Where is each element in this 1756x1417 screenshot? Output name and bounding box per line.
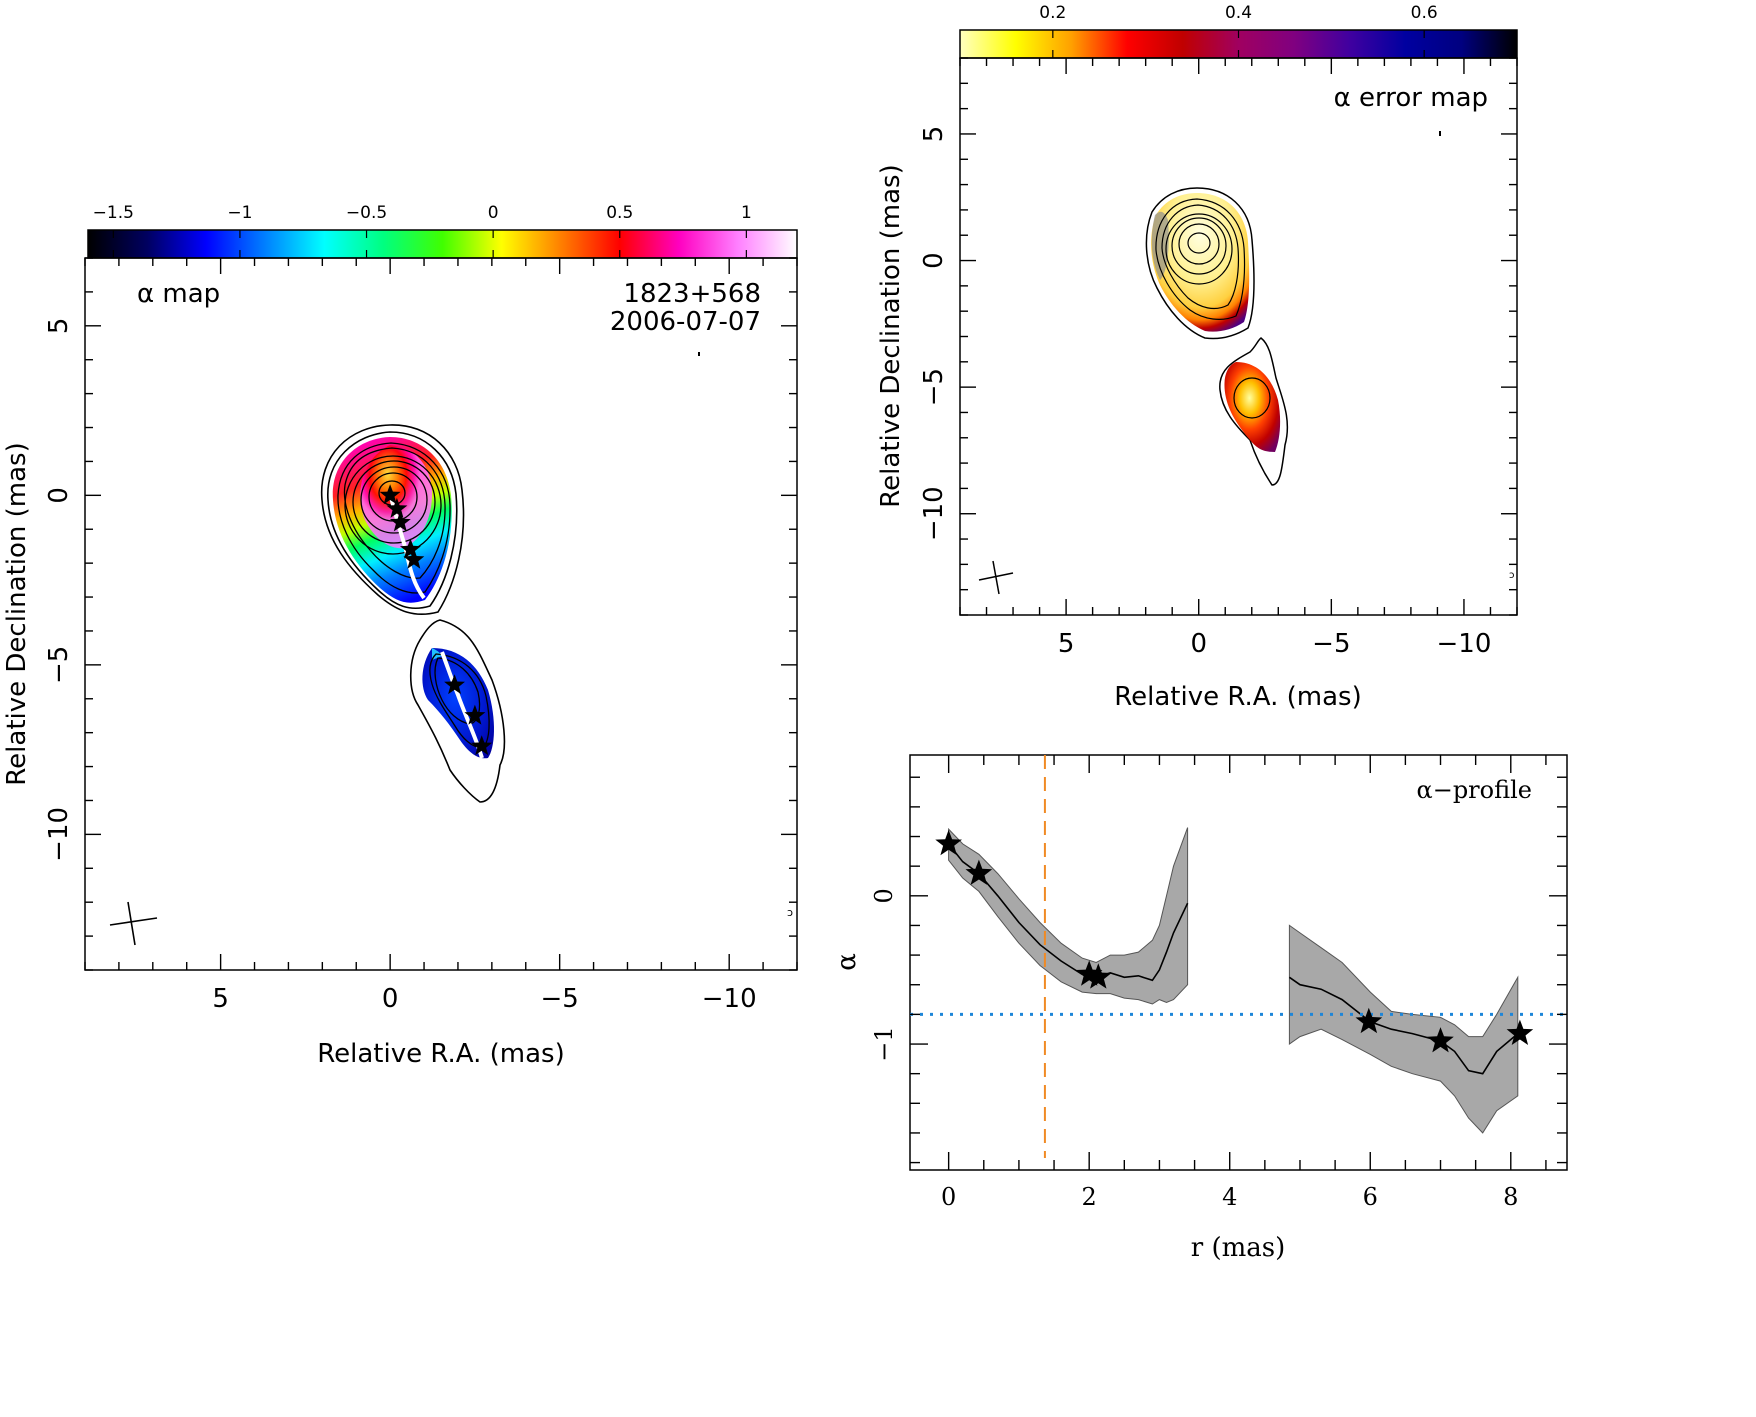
alpha-profile-ytick-label: 0 — [870, 888, 898, 903]
alpha-colorbar-tick-label: −1.5 — [93, 203, 134, 223]
alpha-map-outer-contours — [320, 424, 506, 803]
alpha-profile-title: α−profile — [1417, 776, 1533, 804]
alpha-map-panel: −1.5 −1 −0.5 0 0.5 1 5 0 −5 −10 5 0 −5 −10 — [2, 203, 798, 1069]
alpha-map-ytick-label: 5 — [44, 318, 74, 335]
alpha-profile-star — [1427, 1027, 1454, 1053]
alpha-profile-xlabel: r (mas) — [1191, 1233, 1285, 1263]
alpha-colorbar-tick-label: −1 — [227, 203, 252, 223]
alpha-error-map-panel: 0.2 0.4 0.6 5 0 −5 −10 5 0 −5 −10 ↄ α error map R… — [876, 3, 1518, 712]
alpha-profile-band-1 — [1288, 924, 1519, 1134]
alpha-profile-axis-ticks: 0 2 4 6 8 0 −1 — [870, 755, 1567, 1211]
alpha-profile-xtick-label: 8 — [1503, 1183, 1518, 1211]
alpha-map-ylabel: Relative Declination (mas) — [2, 442, 32, 785]
error-map-ylabel: Relative Declination (mas) — [876, 164, 906, 507]
alpha-profile-xtick-label: 2 — [1082, 1183, 1097, 1211]
error-map-title: α error map — [1334, 83, 1488, 113]
alpha-profile-xtick-label: 4 — [1222, 1183, 1237, 1211]
alpha-map-star — [379, 484, 401, 505]
alpha-map-star — [389, 511, 411, 532]
error-map-ytick-label: 5 — [919, 126, 949, 143]
alpha-map-date-label: 2006-07-07 — [610, 307, 761, 337]
alpha-map-ridge-stars — [379, 484, 493, 756]
alpha-map-star — [403, 548, 425, 569]
alpha-colorbar-tick-label: 0 — [488, 203, 499, 223]
alpha-map-ridge-line-jet — [440, 651, 484, 759]
alpha-map-xtick-label: 5 — [212, 984, 229, 1014]
alpha-map-ytick-label: −5 — [44, 646, 74, 684]
alpha-map-star — [464, 704, 486, 725]
alpha-colorbar-ticks: −1.5 −1 −0.5 0 0.5 1 — [93, 203, 752, 258]
alpha-map-star — [400, 538, 421, 559]
alpha-colorbar — [87, 229, 798, 259]
alpha-profile-stars — [935, 829, 1534, 1053]
error-map-xtick-label: −5 — [1312, 629, 1350, 659]
error-map-corner-mark: ↄ — [1509, 570, 1515, 581]
alpha-map-inner-contours — [337, 442, 490, 749]
alpha-profile-star — [1355, 1007, 1383, 1034]
alpha-map-xtick-label: −10 — [702, 984, 757, 1014]
alpha-map-ytick-label: −10 — [44, 807, 74, 862]
alpha-profile-xtick-label: 0 — [941, 1183, 956, 1211]
error-map-inner-contours — [1155, 198, 1271, 419]
error-map-plot-frame — [959, 57, 1518, 616]
alpha-profile-panel: 0 2 4 6 8 0 −1 α−profile r (mas) α — [832, 754, 1568, 1263]
error-map-ytick-label: −5 — [919, 368, 949, 406]
alpha-colorbar-tick-label: −0.5 — [346, 203, 387, 223]
error-map-xtick-label: 0 — [1190, 629, 1207, 659]
alpha-map-star — [386, 497, 408, 518]
error-map-ytick-label: −10 — [919, 486, 949, 541]
error-map-ytick-label: 0 — [919, 252, 949, 269]
alpha-map-xlabel: Relative R.A. (mas) — [317, 1039, 564, 1069]
alpha-map-xtick-label: −5 — [541, 984, 579, 1014]
error-colorbar-tick-label: 0.4 — [1225, 3, 1252, 23]
alpha-map-beam-cross — [109, 901, 158, 946]
error-colorbar-tick-label: 0.2 — [1039, 3, 1066, 23]
alpha-map-axis-ticks: 5 0 −5 −10 5 0 −5 −10 — [44, 257, 798, 1014]
alpha-profile-star — [1085, 963, 1112, 989]
alpha-map-star — [471, 735, 493, 756]
alpha-colorbar-tick-label: 0.5 — [606, 203, 633, 223]
alpha-profile-xtick-label: 6 — [1363, 1183, 1378, 1211]
error-colorbar-tick-label: 0.6 — [1411, 3, 1438, 23]
alpha-profile-reference-lines — [910, 755, 1567, 1158]
alpha-map-star — [444, 674, 465, 695]
alpha-profile-star — [965, 859, 993, 885]
error-map-xtick-label: 5 — [1058, 629, 1075, 659]
error-map-jet-fill — [1224, 362, 1281, 452]
error-map-outer-contours — [1145, 187, 1289, 486]
alpha-profile-plot-frame — [909, 754, 1568, 1171]
alpha-profile-star — [1506, 1019, 1534, 1045]
alpha-map-title: α map — [137, 279, 220, 309]
alpha-map-source-label: 1823+568 — [623, 279, 761, 309]
error-map-axis-ticks: 5 0 −5 −10 5 0 −5 −10 — [919, 57, 1518, 659]
alpha-profile-error-bands — [948, 827, 1519, 1134]
alpha-map-xtick-label: 0 — [382, 984, 399, 1014]
alpha-profile-line-1 — [1288, 976, 1519, 1075]
alpha-profile-ytick-label: −1 — [870, 1026, 898, 1061]
alpha-profile-ylabel: α — [832, 953, 862, 971]
alpha-map-plot-frame — [84, 257, 798, 971]
alpha-colorbar-tick-label: 1 — [741, 203, 752, 223]
error-map-xtick-label: −10 — [1437, 629, 1492, 659]
error-map-xlabel: Relative R.A. (mas) — [1114, 682, 1361, 712]
error-colorbar-ticks: 0.2 0.4 0.6 — [1039, 3, 1438, 58]
alpha-map-ytick-label: 0 — [44, 487, 74, 504]
alpha-profile-star — [935, 829, 962, 856]
alpha-map-corner-mark: ↄ — [787, 906, 793, 919]
error-map-core-shadow — [1151, 211, 1169, 280]
error-map-beam-cross — [978, 560, 1014, 595]
alpha-profile-band-0 — [948, 827, 1189, 1005]
